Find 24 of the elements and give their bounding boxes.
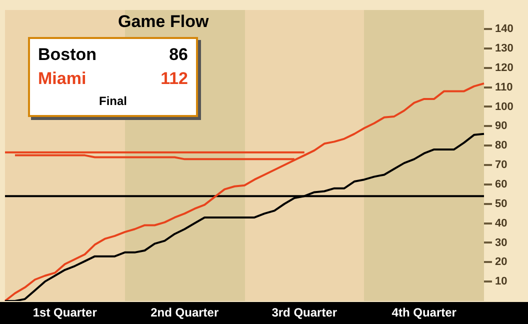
x-tick-label: 4th Quarter — [392, 306, 457, 320]
y-tick-label: 40 — [495, 217, 508, 230]
text: Miami — [38, 68, 86, 90]
y-tick-label: 70 — [495, 159, 508, 172]
y-tick-label: 60 — [495, 178, 508, 190]
y-tick-label: 140 — [495, 23, 514, 36]
y-tick-label: 30 — [495, 236, 508, 249]
annotation: 112 — [160, 68, 188, 90]
x-tick-label: 2nd Quarter — [150, 306, 219, 320]
annotation: Final — [98, 93, 128, 110]
y-tick-label: 90 — [495, 120, 508, 132]
y-tick-label: 50 — [495, 198, 508, 210]
x-tick-label: 3rd Quarter — [272, 306, 338, 320]
annotation: 86 — [169, 44, 188, 66]
x-tick-label: 1st Quarter — [32, 306, 98, 320]
y-tick-label: 20 — [495, 256, 508, 268]
y-tick-label: 100 — [495, 100, 514, 113]
text: Boston — [38, 44, 97, 66]
chart-title: Game Flow — [118, 12, 209, 32]
y-tick-label: 110 — [495, 81, 513, 94]
y-tick-label: 130 — [495, 42, 514, 54]
y-tick-label: 10 — [495, 276, 508, 288]
y-tick-label: 80 — [495, 140, 508, 152]
y-tick-label: 120 — [495, 62, 514, 74]
